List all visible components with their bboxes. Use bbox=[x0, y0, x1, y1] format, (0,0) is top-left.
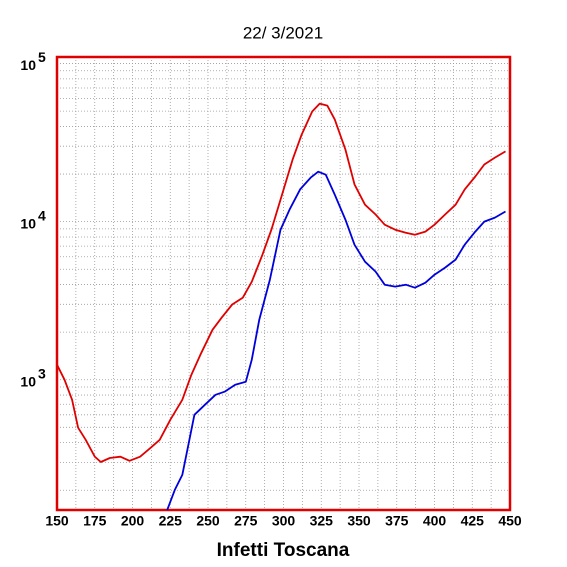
y-tick-exponent: 3 bbox=[38, 365, 46, 381]
x-tick-label: 450 bbox=[498, 513, 522, 529]
y-tick-label: 10 bbox=[20, 373, 36, 389]
x-axis-label: Infetti Toscana bbox=[217, 540, 350, 561]
y-tick-exponent: 4 bbox=[38, 207, 46, 223]
x-tick-label: 425 bbox=[461, 513, 485, 529]
line-series bbox=[166, 170, 506, 511]
x-tick-label: 275 bbox=[234, 513, 258, 529]
x-tick-label: 225 bbox=[159, 513, 183, 529]
x-tick-label: 300 bbox=[272, 513, 296, 529]
y-tick-label: 10 bbox=[20, 57, 36, 73]
x-tick-label: 325 bbox=[310, 513, 334, 529]
x-tick-label: 175 bbox=[83, 513, 107, 529]
y-tick-exponent: 5 bbox=[38, 49, 46, 65]
chart-title: 22/ 3/2021 bbox=[243, 23, 323, 42]
y-tick-label: 10 bbox=[20, 215, 36, 231]
x-tick-label: 350 bbox=[347, 513, 371, 529]
plot-frame bbox=[55, 55, 512, 512]
line-series bbox=[56, 102, 506, 463]
x-tick-label: 200 bbox=[121, 513, 145, 529]
x-tick-label: 400 bbox=[423, 513, 447, 529]
x-tick-label: 375 bbox=[385, 513, 409, 529]
x-tick-label: 150 bbox=[45, 513, 69, 529]
x-tick-label: 250 bbox=[196, 513, 220, 529]
